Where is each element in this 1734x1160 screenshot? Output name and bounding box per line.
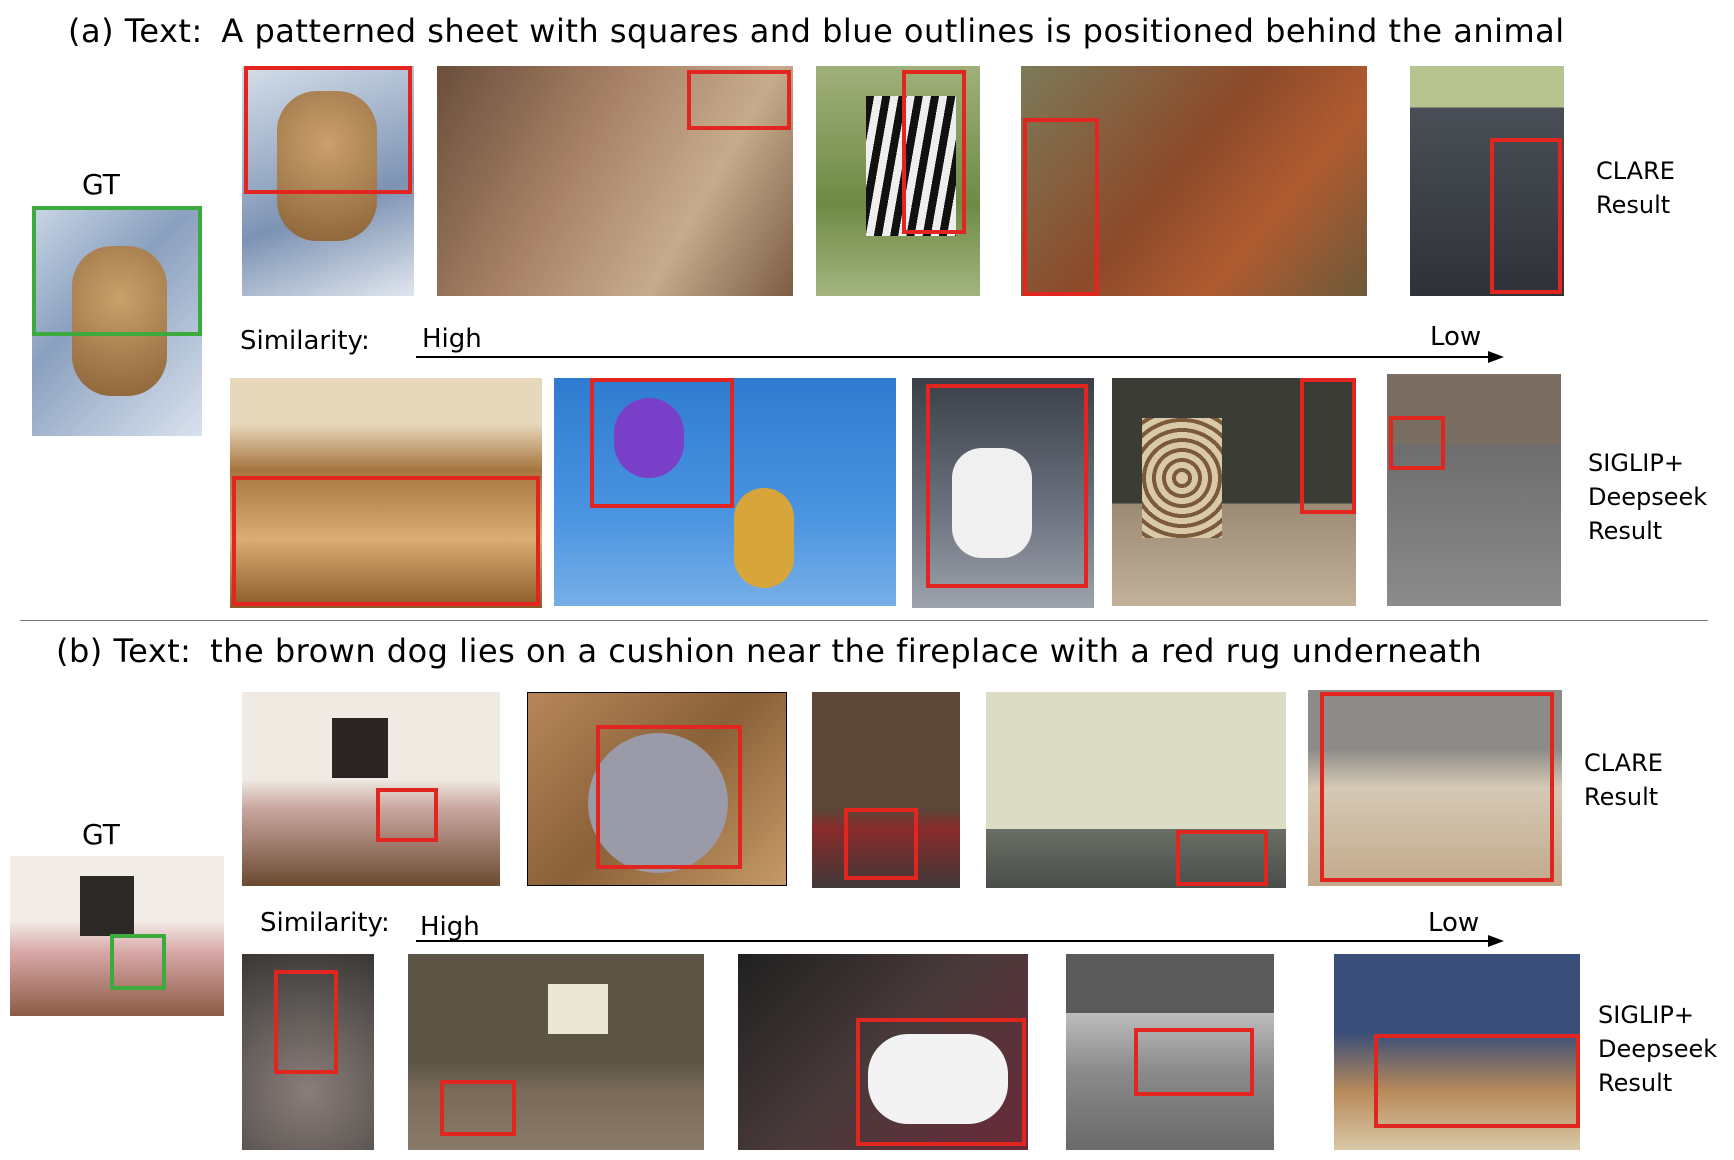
panel-b-siglip-label-line-2: Deepseek — [1598, 1035, 1718, 1063]
panel-a-siglip-label-line-2: Deepseek — [1588, 483, 1708, 511]
panel-a-heading: (a) Text: A patterned sheet with squares… — [68, 12, 1565, 50]
panel-b-clare-box-1 — [376, 788, 438, 842]
panel-a-siglip-image-3 — [912, 378, 1094, 608]
panel-a-siglip-image-2 — [554, 378, 896, 606]
panel-b-clare-box-2 — [596, 725, 742, 869]
panel-a-clare-image-3 — [816, 66, 980, 296]
panel-a-arrow-head — [1488, 351, 1504, 363]
panel-b-heading: (b) Text: the brown dog lies on a cushio… — [56, 632, 1482, 670]
panel-a-clare-box-1 — [244, 66, 412, 194]
panel-b-clare-label-line-2: Result — [1584, 783, 1659, 811]
panel-a-siglip-label: SIGLIP+ Deepseek Result — [1588, 446, 1707, 548]
panel-b-gt-image — [10, 856, 224, 1016]
panel-a-clare-label: CLARE Result — [1596, 154, 1675, 222]
panel-a-siglip-label-line-1: SIGLIP+ — [1588, 449, 1684, 477]
panel-b-siglip-image-5 — [1334, 954, 1580, 1150]
panel-b-clare-image-5 — [1308, 690, 1562, 886]
panel-b-siglip-label: SIGLIP+ Deepseek Result — [1598, 998, 1717, 1100]
panel-b-siglip-label-line-3: Result — [1598, 1069, 1673, 1097]
panel-a-similarity-label: Similarity: — [240, 326, 370, 356]
panel-a-low-label: Low — [1430, 322, 1482, 352]
panel-b-siglip-image-3 — [738, 954, 1028, 1150]
panel-a-gt-label: GT — [82, 168, 120, 201]
panel-a-query: A patterned sheet with squares and blue … — [221, 12, 1565, 50]
panel-a-siglip-image-4 — [1112, 378, 1356, 606]
panel-a-clare-image-5 — [1410, 66, 1564, 296]
panel-a-siglip-image-1 — [230, 378, 542, 608]
panel-b-siglip-box-3 — [856, 1018, 1026, 1146]
panel-a-clare-box-2 — [687, 70, 791, 130]
panel-b-siglip-box-1 — [274, 970, 338, 1074]
panel-a-gt-box — [32, 206, 202, 336]
panel-b-siglip-box-5 — [1374, 1034, 1580, 1128]
panel-a-siglip-label-line-3: Result — [1588, 517, 1663, 545]
panel-b-similarity-label: Similarity: — [260, 908, 390, 938]
panel-a-similarity-arrow — [416, 356, 1490, 358]
panel-b-prefix: (b) Text: — [56, 632, 192, 670]
panel-b-clare-box-3 — [844, 808, 918, 880]
panel-divider — [20, 620, 1708, 621]
panel-a-clare-image-4 — [1021, 66, 1367, 296]
panel-a-clare-image-2 — [437, 66, 793, 296]
panel-a-clare-image-1 — [242, 66, 414, 296]
panel-b-query: the brown dog lies on a cushion near the… — [210, 632, 1483, 670]
panel-a-gt-image — [32, 206, 202, 436]
panel-b-high-label: High — [420, 912, 480, 942]
panel-b-siglip-label-line-1: SIGLIP+ — [1598, 1001, 1694, 1029]
panel-b-low-label: Low — [1428, 908, 1480, 938]
panel-b-clare-label-line-1: CLARE — [1584, 749, 1663, 777]
panel-a-high-label: High — [422, 324, 482, 354]
panel-a-siglip-box-1 — [232, 476, 540, 606]
panel-b-arrow-head — [1488, 935, 1504, 947]
panel-b-siglip-image-4 — [1066, 954, 1274, 1150]
panel-b-clare-image-1 — [242, 692, 500, 886]
panel-a-clare-label-line-2: Result — [1596, 191, 1671, 219]
panel-a-siglip-box-5 — [1389, 416, 1445, 470]
panel-b-clare-image-2 — [527, 692, 787, 886]
panel-a-siglip-image-5 — [1387, 374, 1561, 606]
panel-b-siglip-box-2 — [440, 1080, 516, 1136]
panel-b-clare-image-4 — [986, 692, 1286, 888]
panel-a-clare-box-5 — [1490, 138, 1562, 294]
panel-a-siglip-box-3 — [926, 384, 1088, 588]
panel-b-siglip-image-1 — [242, 954, 374, 1150]
panel-a-prefix: (a) Text: — [68, 12, 203, 50]
panel-b-siglip-box-4 — [1134, 1028, 1254, 1096]
panel-a-clare-box-3 — [902, 70, 966, 234]
panel-b-clare-image-3 — [812, 692, 960, 888]
panel-b-siglip-image-2 — [408, 954, 704, 1150]
panel-a-siglip-box-2 — [590, 378, 734, 508]
panel-b-similarity-arrow — [416, 940, 1490, 942]
panel-b-gt-box — [110, 934, 166, 990]
panel-a-clare-box-4 — [1023, 118, 1099, 296]
panel-b-clare-label: CLARE Result — [1584, 746, 1663, 814]
panel-b-clare-box-5 — [1320, 692, 1554, 882]
panel-a-clare-label-line-1: CLARE — [1596, 157, 1675, 185]
panel-a-siglip-box-4 — [1300, 378, 1356, 514]
panel-b-clare-box-4 — [1176, 830, 1268, 886]
panel-b-gt-label: GT — [82, 818, 120, 851]
